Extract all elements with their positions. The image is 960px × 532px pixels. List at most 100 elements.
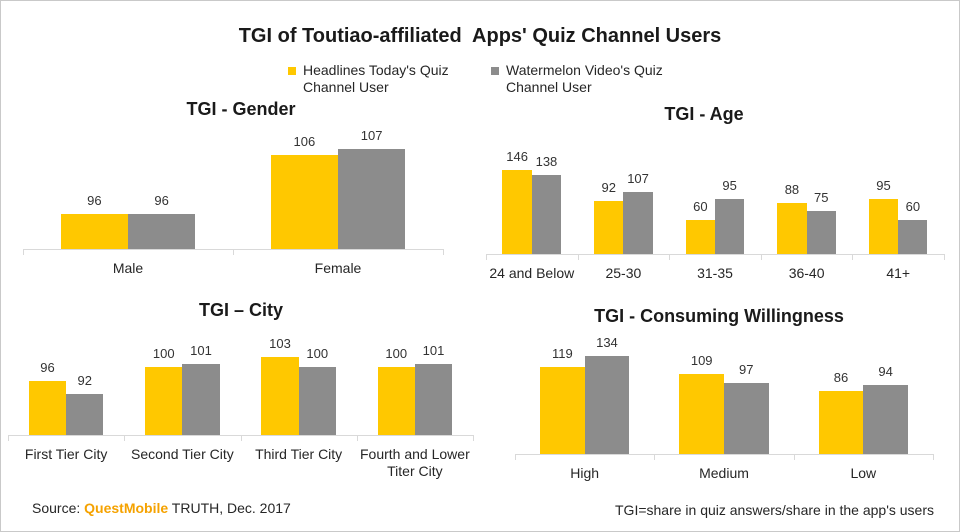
city-axis-tick [8,435,9,441]
gender-category-label-male: Male [112,260,144,276]
age-bar-36-40-headlines-today [777,203,807,254]
chart-title-city: TGI – City [198,300,283,320]
gender-axis-tick [443,249,444,255]
city-axis-tick [473,435,474,441]
age-bar-41-watermelon-video [898,219,928,254]
age-axis-tick [577,254,579,260]
consuming-willingness-axis-tick [654,454,656,460]
chart-consuming-willingness: TGI - Consuming Willingness 119 134 High 10… [481,291,959,491]
age-axis-tick [669,254,671,260]
chart-title-age: TGI - Age [664,104,744,124]
age-value-label-24-and-below-headlines-today: 146 [506,149,528,165]
age-bar-25-30-headlines-today [594,201,624,254]
consuming-willingness-value-label-low-watermelon-video: 94 [878,364,893,380]
consuming-willingness-bar-low-headlines-today [818,391,864,454]
gender-value-label-male-headlines-today: 96 [87,192,102,208]
gender-bar-female-headlines-today [270,154,338,249]
chart-title-gender: TGI - Gender [186,99,296,119]
chart-age: TGI - Age 146 138 24 and Below 92 107 25-30 60… [481,96,959,291]
legend-swatch-headlines-today [288,67,296,75]
consuming-willingness-value-label-medium-headlines-today: 109 [690,353,713,369]
city-bar-second-tier-city-headlines-today [145,367,183,435]
age-value-label-41-watermelon-video: 60 [905,198,921,214]
age-value-label-31-35-watermelon-video: 95 [722,178,737,194]
age-bar-31-35-headlines-today [685,219,715,254]
legend-item-watermelon-video: Watermelon Video's Quiz Channel User [491,62,676,96]
age-bar-36-40-watermelon-video [806,210,836,254]
age-category-label-41: 41+ [886,265,911,281]
city-category-label-fourth-and-lower-titer-city: Fourth and Lower Titer City [360,446,470,479]
city-value-label-third-tier-city-headlines-today: 103 [269,335,291,351]
age-bar-25-30-watermelon-video [623,192,653,254]
source-suffix: TRUTH, Dec. 2017 [168,500,291,516]
consuming-willingness-axis-tick [515,454,516,460]
gender-value-label-female-watermelon-video: 107 [360,127,383,143]
chart-city: TGI – City 96 92 First Tier City 100 101 Seco… [1,291,481,491]
city-value-label-first-tier-city-watermelon-video: 92 [77,373,92,389]
consuming-willingness-value-label-high-headlines-today: 119 [552,346,573,362]
consuming-willingness-bar-high-headlines-today [540,367,585,454]
city-axis-tick [124,435,126,441]
consuming-willingness-category-label-low: Low [850,465,877,481]
gender-bar-male-headlines-today [60,213,128,249]
age-value-label-24-and-below-watermelon-video: 138 [535,153,558,169]
city-axis-tick [240,435,242,441]
city-bar-fourth-and-lower-titer-city-headlines-today [377,367,415,435]
age-bar-24-and-below-watermelon-video [531,174,562,254]
age-axis-tick [852,254,854,260]
age-bar-24-and-below-headlines-today [502,170,532,254]
main-title: TGI of Toutiao-affiliated Apps' Quiz Cha… [238,25,722,47]
age-value-label-41-headlines-today: 95 [876,178,891,194]
consuming-willingness-bar-medium-watermelon-video [724,383,769,454]
legend-item-headlines-today: Headlines Today's Quiz Channel User [288,62,458,96]
age-category-label-31-35: 31-35 [697,265,733,281]
age-bar-31-35-watermelon-video [715,199,745,254]
city-bar-second-tier-city-watermelon-video [182,363,220,435]
chart-gender: TGI - Gender 96 96 Male 106 107 Female [1,96,481,286]
age-value-label-31-35-headlines-today: 60 [693,198,708,214]
consuming-willingness-value-label-high-watermelon-video: 134 [596,335,618,351]
gender-bar-male-watermelon-video [128,213,196,249]
city-category-label-second-tier-city: Second Tier City [131,446,234,462]
age-category-label-36-40: 36-40 [788,265,825,281]
city-value-label-first-tier-city-headlines-today: 96 [40,359,55,375]
consuming-willingness-axis-tick [793,454,795,460]
gender-axis-tick [233,249,234,255]
gender-category-label-female: Female [314,260,362,276]
age-category-label-24-and-below: 24 and Below [489,265,575,281]
legend-swatch-watermelon-video [491,67,499,75]
age-category-axis [486,254,944,255]
age-value-label-25-30-headlines-today: 92 [601,180,616,196]
consuming-willingness-bar-low-watermelon-video [863,385,908,454]
age-axis-tick [944,254,945,260]
city-value-label-third-tier-city-watermelon-video: 100 [306,346,329,361]
consuming-willingness-bar-high-watermelon-video [584,356,630,454]
consuming-willingness-bar-medium-headlines-today [679,374,724,454]
tgi-definition-note: TGI=share in quiz answers/share in the a… [615,502,934,518]
age-bar-41-headlines-today [868,199,899,254]
source-brand: QuestMobile [84,500,169,516]
consuming-willingness-axis-tick [933,454,934,460]
chart-title-consuming-willingness: TGI - Consuming Willingness [594,306,844,326]
age-category-label-25-30: 25-30 [605,265,642,281]
legend-label-watermelon-video: Watermelon Video's Quiz Channel User [506,62,663,95]
age-value-label-36-40-watermelon-video: 75 [814,189,829,205]
consuming-willingness-value-label-medium-watermelon-video: 97 [739,362,754,378]
age-value-label-36-40-headlines-today: 88 [784,182,800,198]
city-bar-third-tier-city-headlines-today [261,356,299,435]
city-category-label-third-tier-city: Third Tier City [255,446,343,462]
city-value-label-fourth-and-lower-titer-city-watermelon-video: 101 [422,342,445,358]
city-category-label-first-tier-city: First Tier City [24,446,108,462]
city-value-label-second-tier-city-watermelon-video: 101 [190,342,212,358]
city-bar-third-tier-city-watermelon-video [298,367,336,435]
city-bar-first-tier-city-watermelon-video [66,394,104,435]
city-bar-first-tier-city-headlines-today [28,380,67,435]
consuming-willingness-value-label-low-headlines-today: 86 [833,370,849,386]
gender-value-label-female-headlines-today: 106 [293,133,316,149]
consuming-willingness-category-label-high: High [570,465,600,481]
gender-value-label-male-watermelon-video: 96 [154,192,169,208]
consuming-willingness-category-axis [515,454,933,455]
city-bar-fourth-and-lower-titer-city-watermelon-video [414,363,453,435]
legend-label-headlines-today: Headlines Today's Quiz Channel User [303,62,449,95]
